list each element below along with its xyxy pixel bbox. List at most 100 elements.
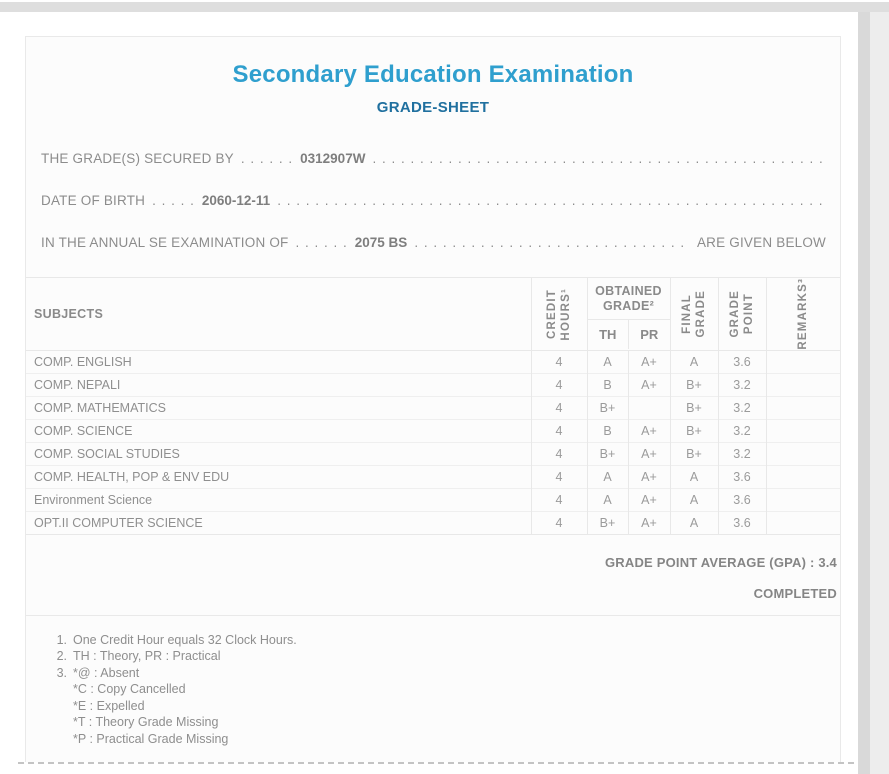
subject-cell: COMP. NEPALI [26, 372, 531, 397]
table-row: OPT.II COMPUTER SCIENCE 4 B+ A+ A 3.6 [26, 510, 840, 535]
footnote-line: One Credit Hour equals 32 Clock Hours. [73, 632, 297, 647]
footnote-number: 1. [56, 632, 67, 647]
credit-hours-cell: 4 [530, 418, 587, 443]
table-row: COMP. NEPALI 4 B A+ B+ 3.2 [26, 372, 840, 397]
credit-hours-label-line1: CREDIT [545, 288, 558, 339]
subject-cell: COMP. ENGLISH [34, 354, 132, 369]
table-row: COMP. ENGLISH 4 A A+ A 3.6 [26, 350, 840, 374]
footnote-item: 1. One Credit Hour equals 32 Clock Hours. [47, 632, 840, 649]
th-grade-cell: B [586, 418, 628, 443]
footnotes: 1. One Credit Hour equals 32 Clock Hours.… [26, 616, 840, 748]
table-row: COMP. SOCIAL STUDIES 4 B+ A+ B+ 3.2 [26, 441, 840, 466]
credit-hours-cell: 4 [530, 441, 587, 466]
final-grade-cell: B+ [669, 372, 718, 397]
exam-year-line: IN THE ANNUAL SE EXAMINATION OF . . . . … [41, 235, 826, 250]
grade-point-cell: 3.6 [717, 510, 766, 535]
page-title: Secondary Education Examination [232, 61, 634, 88]
th-grade-cell: B+ [586, 510, 628, 535]
dob-label: DATE OF BIRTH [41, 193, 146, 208]
pr-grade-cell: A+ [627, 372, 670, 397]
dob-value: 2060-12-11 [201, 193, 271, 208]
pr-grade-cell: A+ [627, 510, 670, 535]
exam-year-label: IN THE ANNUAL SE EXAMINATION OF [41, 235, 289, 250]
col-header-grade-point: GRADE POINT [717, 277, 766, 351]
dots: . . . . . . [295, 235, 348, 250]
remarks-cell [765, 372, 840, 397]
remarks-cell [765, 510, 840, 535]
th-grade-cell: A [586, 464, 628, 489]
footnote-item: 3. *@ : Absent *C : Copy Cancelled *E : Exp… [47, 665, 840, 748]
col-header-final-grade: FINAL GRADE [669, 277, 718, 351]
col-header-obtained-grade: OBTAINED GRADE² TH PR [586, 277, 670, 351]
footnote-line: *T : Theory Grade Missing [73, 715, 219, 730]
credit-hours-cell: 4 [530, 487, 587, 512]
subject-cell: COMP. SCIENCE [26, 418, 531, 443]
scrollbar-track[interactable] [870, 12, 889, 774]
table-row: COMP. MATHEMATICS 4 B+ B+ 3.2 [26, 395, 840, 420]
remarks-cell [765, 350, 840, 374]
grades-table: SUBJECTS CREDIT HOURS¹ OBTAINED GRADE² T… [26, 277, 840, 535]
remarks-cell [765, 487, 840, 512]
footnote-text: TH : Theory, PR : Practical [73, 648, 221, 665]
remarks-cell [765, 464, 840, 489]
final-grade-cell: A [669, 464, 718, 489]
grade-sheet-card: Secondary Education Examination GRADE-SH… [25, 36, 841, 762]
final-grade-cell: A [669, 487, 718, 512]
th-grade-cell: B+ [586, 441, 628, 466]
grade-point-cell: 3.2 [717, 395, 766, 420]
credit-hours-label-line2: HOURS¹ [559, 287, 572, 341]
gpa-summary: GRADE POINT AVERAGE (GPA) : 3.4 [604, 554, 837, 570]
pr-grade-cell: A+ [627, 350, 670, 374]
final-grade-cell: A [669, 350, 718, 374]
final-grade-label-line1: FINAL [680, 293, 693, 334]
pr-grade-cell [627, 395, 670, 420]
credit-hours-cell: 4 [530, 510, 587, 535]
grade-point-label-line2: POINT [742, 293, 755, 335]
footnote-number: 2. [56, 649, 67, 664]
are-given-below-label: ARE GIVEN BELOW [696, 235, 826, 250]
footnote-text: One Credit Hour equals 32 Clock Hours. [73, 632, 297, 649]
window-right-edge [858, 12, 870, 774]
credit-hours-cell: 4 [530, 350, 587, 374]
grade-point-label-line1: GRADE [728, 290, 741, 338]
secured-by-line: THE GRADE(S) SECURED BY . . . . . . 0312… [41, 151, 826, 166]
obtained-grade-label-line1: OBTAINED [595, 283, 662, 298]
col-header-pr: PR [640, 327, 659, 343]
remarks-label: REMARKS³ [796, 278, 809, 350]
credit-hours-cell: 4 [530, 464, 587, 489]
th-grade-cell: B+ [586, 395, 628, 420]
credit-hours-cell: 4 [530, 395, 587, 420]
col-header-th: TH [588, 320, 629, 350]
section-divider [26, 614, 840, 616]
final-grade-cell: B+ [669, 395, 718, 420]
pr-grade-cell: A+ [627, 441, 670, 466]
th-grade-cell: A [586, 350, 628, 374]
subject-cell: COMP. SOCIAL STUDIES [26, 441, 531, 466]
subject-cell: COMP. MATHEMATICS [26, 395, 531, 420]
subject-cell: OPT.II COMPUTER SCIENCE [26, 510, 531, 535]
window-top-bar [0, 2, 889, 12]
status-completed: COMPLETED [753, 585, 837, 601]
credit-hours-cell: 4 [530, 372, 587, 397]
final-grade-cell: A [669, 510, 718, 535]
th-grade-cell: B [586, 372, 628, 397]
table-header-row: SUBJECTS CREDIT HOURS¹ OBTAINED GRADE² T… [26, 277, 840, 351]
table-row: COMP. HEALTH, POP & ENV EDU 4 A A+ A 3.6 [26, 464, 840, 489]
remarks-cell [765, 418, 840, 443]
subject-cell: COMP. HEALTH, POP & ENV EDU [26, 464, 531, 489]
footnote-line: *C : Copy Cancelled [73, 682, 186, 697]
pr-grade-cell: A+ [627, 487, 670, 512]
footnote-line: *@ : Absent [73, 665, 140, 680]
dots: . . . . . . [240, 151, 294, 166]
grade-point-cell: 3.2 [717, 441, 766, 466]
grade-point-cell: 3.6 [717, 350, 766, 374]
pr-grade-cell: A+ [627, 464, 670, 489]
final-grade-cell: B+ [669, 418, 718, 443]
dots-fill: . . . . . . . . . . . . . . . . . . . . … [414, 235, 690, 250]
table-row: Environment Science 4 A A+ A 3.6 [26, 487, 840, 512]
footnote-text: *@ : Absent *C : Copy Cancelled *E : Expel… [73, 665, 228, 748]
col-header-remarks: REMARKS³ [765, 277, 840, 351]
page-break-dashed-line [18, 762, 854, 764]
footnote-item: 2. TH : Theory, PR : Practical [47, 648, 840, 665]
footnote-number: 3. [56, 665, 67, 680]
